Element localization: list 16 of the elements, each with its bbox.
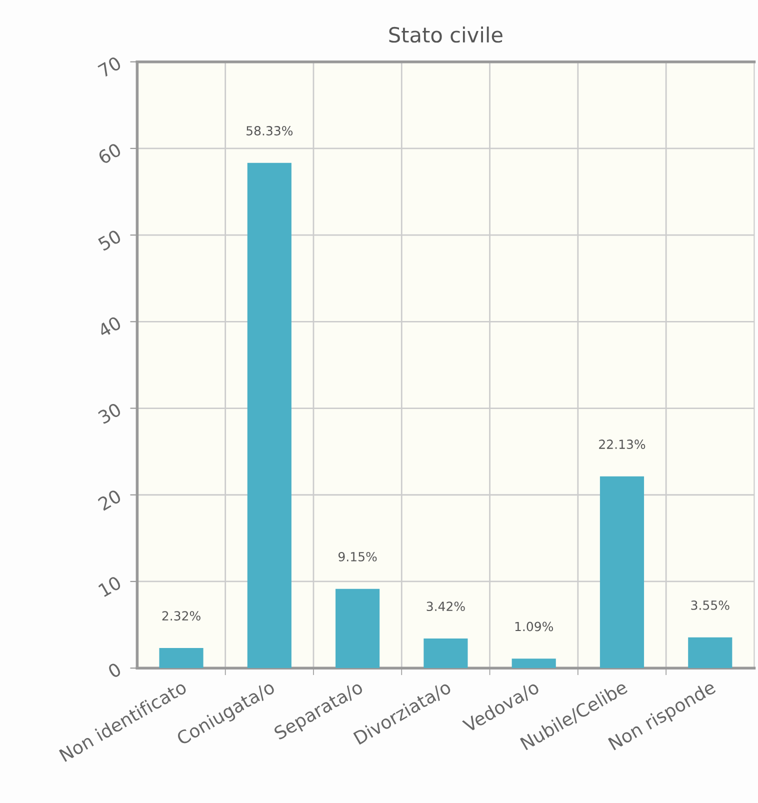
data-label: 58.33% (246, 126, 293, 136)
data-label: 9.15% (338, 552, 377, 562)
chart-title: Stato civile (389, 26, 502, 43)
data-label: 3.55% (691, 600, 730, 610)
y-tick-label: 30 (97, 402, 122, 424)
y-tick-label: 0 (107, 662, 122, 678)
y-tick-label: 70 (98, 56, 122, 78)
data-label: 3.42% (426, 602, 465, 612)
data-label: 1.09% (515, 622, 554, 632)
data-label: 2.32% (162, 611, 200, 621)
y-tick-label: 10 (98, 576, 122, 598)
y-tick-label: 50 (97, 229, 122, 252)
y-tick-label: 20 (97, 488, 122, 511)
y-tick-label: 60 (97, 142, 122, 165)
data-label: 22.13% (599, 440, 646, 450)
y-tick-label: 40 (96, 316, 122, 338)
